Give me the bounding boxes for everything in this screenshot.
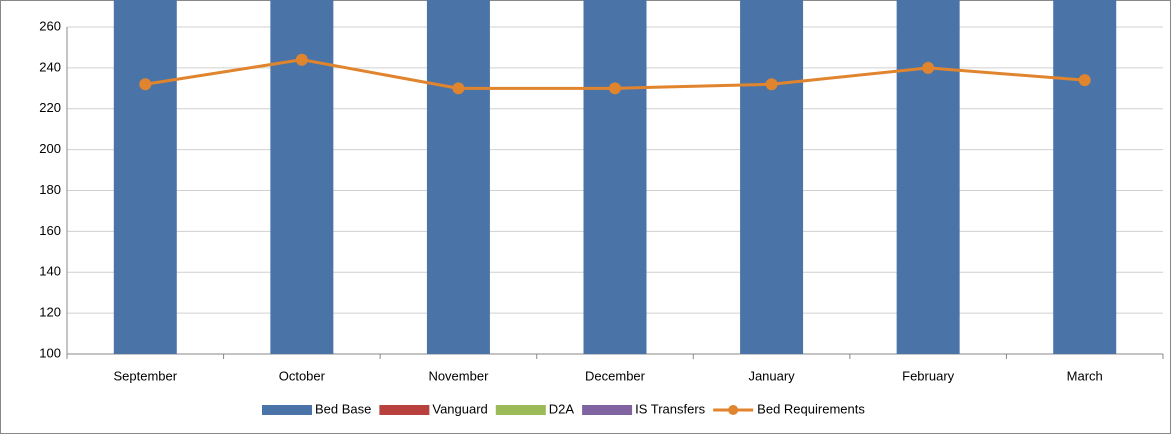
legend-swatch — [582, 405, 633, 415]
bar-segment — [270, 0, 334, 355]
y-tick-label: 160 — [39, 223, 61, 238]
x-tick-label: September — [113, 368, 177, 383]
y-tick-label: 240 — [39, 59, 61, 74]
y-tick-label: 220 — [39, 100, 61, 115]
bar-segment — [896, 0, 960, 355]
x-tick-label: December — [585, 368, 646, 383]
legend-swatch — [379, 405, 430, 415]
bar-segment — [426, 0, 490, 355]
x-tick-label: March — [1067, 368, 1103, 383]
legend-swatch — [495, 405, 546, 415]
bar-segment — [1053, 0, 1117, 355]
bar-segment — [740, 0, 804, 355]
line-marker — [452, 82, 465, 95]
legend-label: Bed Requirements — [757, 401, 865, 416]
y-tick-label: 140 — [39, 264, 61, 279]
bar-segment — [583, 0, 647, 355]
bar-segment — [113, 0, 177, 355]
line-marker — [922, 61, 935, 74]
legend-swatch — [262, 405, 312, 415]
legend-label: Vanguard — [432, 401, 487, 416]
legend-label: D2A — [549, 401, 575, 416]
line-marker — [295, 53, 308, 66]
y-tick-label: 260 — [39, 18, 61, 33]
line-marker — [1078, 74, 1091, 87]
line-marker — [139, 78, 152, 91]
legend-label: Bed Base — [315, 401, 371, 416]
y-tick-label: 100 — [39, 345, 61, 360]
x-tick-label: January — [748, 368, 795, 383]
legend-label: IS Transfers — [635, 401, 706, 416]
y-tick-label: 120 — [39, 305, 61, 320]
y-tick-label: 200 — [39, 141, 61, 156]
x-tick-label: October — [279, 368, 326, 383]
line-marker — [609, 82, 621, 95]
y-tick-label: 180 — [39, 182, 61, 197]
legend-marker — [728, 405, 739, 415]
line-marker — [765, 78, 778, 91]
x-tick-label: November — [428, 368, 489, 383]
x-tick-label: February — [902, 368, 955, 383]
